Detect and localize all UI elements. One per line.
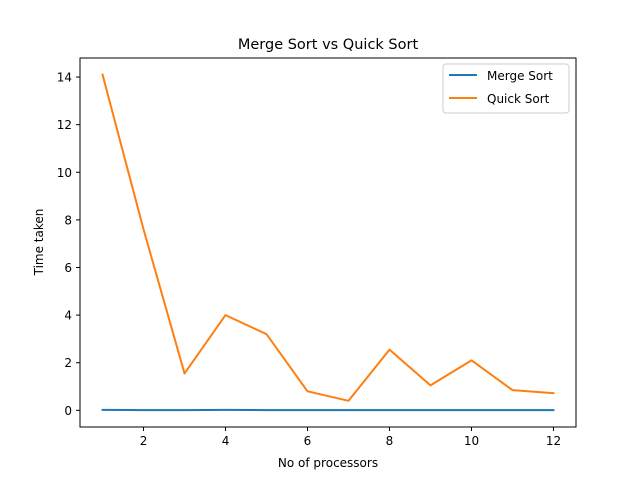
x-tick-label: 8 <box>386 434 394 448</box>
y-tick-label: 2 <box>64 356 72 370</box>
x-tick-label: 4 <box>222 434 230 448</box>
y-tick-label: 10 <box>57 166 72 180</box>
x-tick-label: 2 <box>140 434 148 448</box>
plot-frame <box>79 57 577 428</box>
y-tick-label: 6 <box>64 261 72 275</box>
series-lines <box>101 73 555 412</box>
legend-label-merge-sort: Merge Sort <box>487 69 553 83</box>
x-tick-label: 12 <box>546 434 561 448</box>
plot-area <box>79 57 577 428</box>
y-tick-label: 0 <box>64 404 72 418</box>
x-axis-label: No of processors <box>278 456 378 470</box>
y-axis-label: Time taken <box>32 209 46 277</box>
y-axis-ticks: 0 2 4 6 8 10 12 14 <box>57 71 80 418</box>
y-tick-label: 4 <box>64 309 72 323</box>
x-tick-label: 10 <box>464 434 479 448</box>
legend-box <box>442 63 570 114</box>
x-tick-label: 6 <box>304 434 312 448</box>
y-tick-label: 12 <box>57 118 72 132</box>
chart-title: Merge Sort vs Quick Sort <box>238 37 419 53</box>
y-tick-label: 8 <box>64 213 72 227</box>
series-line-quick-sort <box>101 73 555 402</box>
y-tick-label: 14 <box>57 71 72 85</box>
legend: Merge Sort Quick Sort <box>442 63 570 114</box>
legend-label-quick-sort: Quick Sort <box>487 92 550 106</box>
x-axis-ticks: 2 4 6 8 10 12 <box>140 427 561 448</box>
